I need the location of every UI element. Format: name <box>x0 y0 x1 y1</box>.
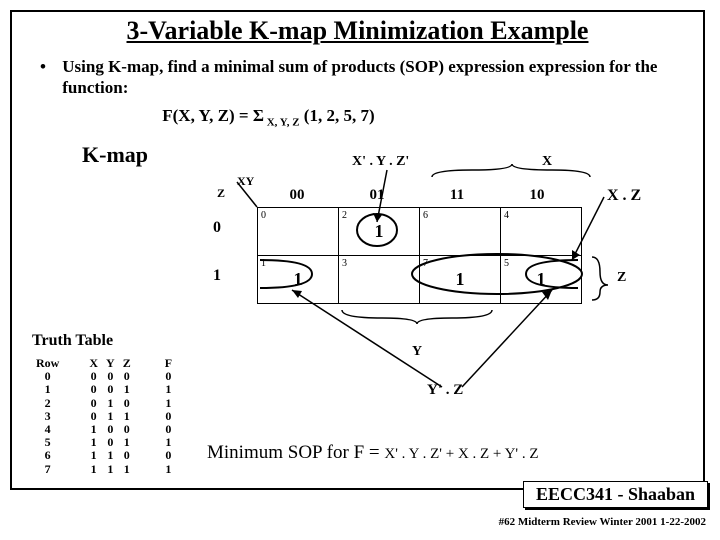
cell-5: 51 <box>501 256 582 304</box>
col-hdr-0: 00 <box>257 187 337 204</box>
cell-3: 3 <box>339 256 420 304</box>
footer-note: #62 Midterm Review Winter 2001 1-22-2002 <box>499 516 706 528</box>
xy-label: XY <box>237 174 254 189</box>
truth-row: 20101 <box>32 397 176 410</box>
cell-2: 21 <box>339 208 420 256</box>
truth-row: 00000 <box>32 370 176 383</box>
function-line: F(X, Y, Z) = Σ X, Y, Z (1, 2, 5, 7) <box>62 105 682 130</box>
cell-7: 71 <box>420 256 501 304</box>
col-hdr-2: 11 <box>417 187 497 204</box>
sigma: Σ <box>253 106 264 125</box>
cell-1: 11 <box>258 256 339 304</box>
func-sub: X, Y, Z <box>264 116 300 128</box>
bullet-text: Using K-map, find a minimal sum of produ… <box>62 57 657 97</box>
truth-row: 10011 <box>32 383 176 396</box>
kmap-label: K-map <box>82 142 148 168</box>
truth-row: 41000 <box>32 423 176 436</box>
cell-4: 4 <box>501 208 582 256</box>
ann-y: Y <box>412 344 422 360</box>
z-label: Z <box>217 186 225 201</box>
col-hdr-1: 01 <box>337 187 417 204</box>
cell-0: 0 <box>258 208 339 256</box>
func-right: (1, 2, 5, 7) <box>300 106 375 125</box>
col-hdr-3: 10 <box>497 187 577 204</box>
footer-course: EECC341 - Shaaban <box>523 481 708 508</box>
truth-row: 61100 <box>32 449 176 462</box>
ann-z: Z <box>617 270 626 286</box>
kmap-table: 0 21 6 4 11 3 71 51 <box>257 207 582 304</box>
truth-title: Truth Table <box>32 332 113 350</box>
truth-row: 30110 <box>32 410 176 423</box>
ann-top: X' . Y . Z' <box>352 154 409 170</box>
row-hdr-1: 1 <box>202 267 232 285</box>
ann-xz: X . Z <box>607 187 641 205</box>
truth-table: Row X Y Z F 0000010011201013011041000510… <box>32 357 176 476</box>
min-terms: X' . Y . Z' + X . Z + Y' . Z <box>384 446 538 462</box>
min-label: Minimum SOP for F = <box>207 442 384 463</box>
bullet-block: • Using K-map, find a minimal sum of pro… <box>40 56 690 130</box>
row-hdr-0: 0 <box>202 219 232 237</box>
slide-frame: 3-Variable K-map Minimization Example • … <box>10 10 705 490</box>
min-sop: Minimum SOP for F = X' . Y . Z' + X . Z … <box>207 442 539 464</box>
ann-yz: Y' . Z <box>427 382 463 399</box>
ann-x: X <box>542 154 552 170</box>
truth-row: 51011 <box>32 436 176 449</box>
cell-6: 6 <box>420 208 501 256</box>
func-left: F(X, Y, Z) = <box>162 106 253 125</box>
truth-row: 71111 <box>32 463 176 476</box>
slide-title: 3-Variable K-map Minimization Example <box>12 16 703 46</box>
